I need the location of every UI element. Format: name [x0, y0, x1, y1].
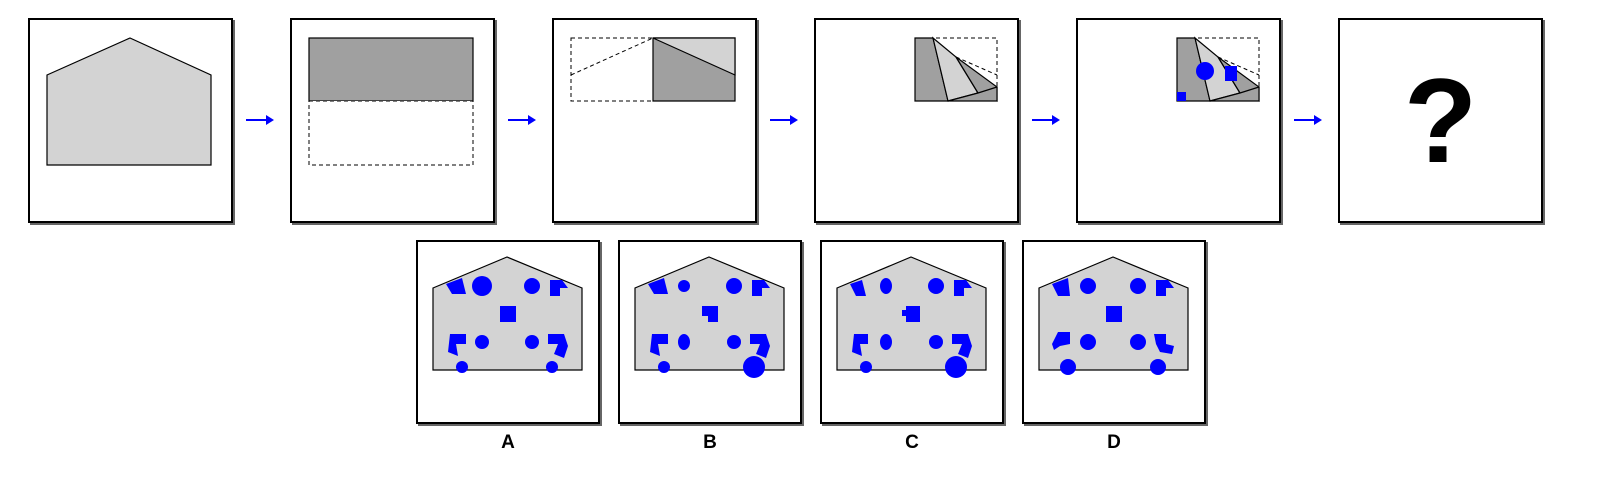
fold-half-diagram [570, 37, 736, 102]
punched-fold-diagram [1176, 36, 1260, 102]
step-5-punch-holes [1076, 18, 1281, 223]
arrow-right-icon [508, 115, 536, 125]
step-1-unfolded-paper [28, 18, 233, 223]
option-a-label: A [501, 432, 515, 453]
option-c-unfolded-paper [836, 256, 987, 378]
option-a-panel[interactable] [416, 240, 600, 424]
step-4-fan-fold [814, 18, 1019, 223]
circle-hole-icon [1196, 62, 1214, 80]
option-d-panel[interactable] [1022, 240, 1206, 424]
option-d-unfolded-paper [1038, 256, 1189, 375]
arrow-right-icon [246, 115, 274, 125]
option-b-panel[interactable] [618, 240, 802, 424]
question-mark: ? [1403, 53, 1478, 188]
square-hole-icon [1225, 66, 1237, 81]
step-2-fold-down [290, 18, 495, 223]
step-3-fold-left-to-right [552, 18, 757, 223]
option-c-label: C [905, 432, 919, 453]
pentagon-paper-icon [46, 37, 212, 166]
arrow-right-icon [770, 115, 798, 125]
option-d-label: D [1107, 432, 1121, 453]
option-c-panel[interactable] [820, 240, 1004, 424]
small-square-hole-icon [1177, 92, 1186, 101]
option-a-unfolded-paper [432, 256, 583, 373]
arrow-right-icon [1032, 115, 1060, 125]
option-b-label: B [703, 432, 717, 453]
arrow-right-icon [1294, 115, 1322, 125]
step-6-unknown: ? [1338, 18, 1543, 223]
option-b-unfolded-paper [634, 256, 785, 378]
fold-down-diagram [308, 37, 474, 166]
fan-fold-diagram [914, 36, 998, 102]
